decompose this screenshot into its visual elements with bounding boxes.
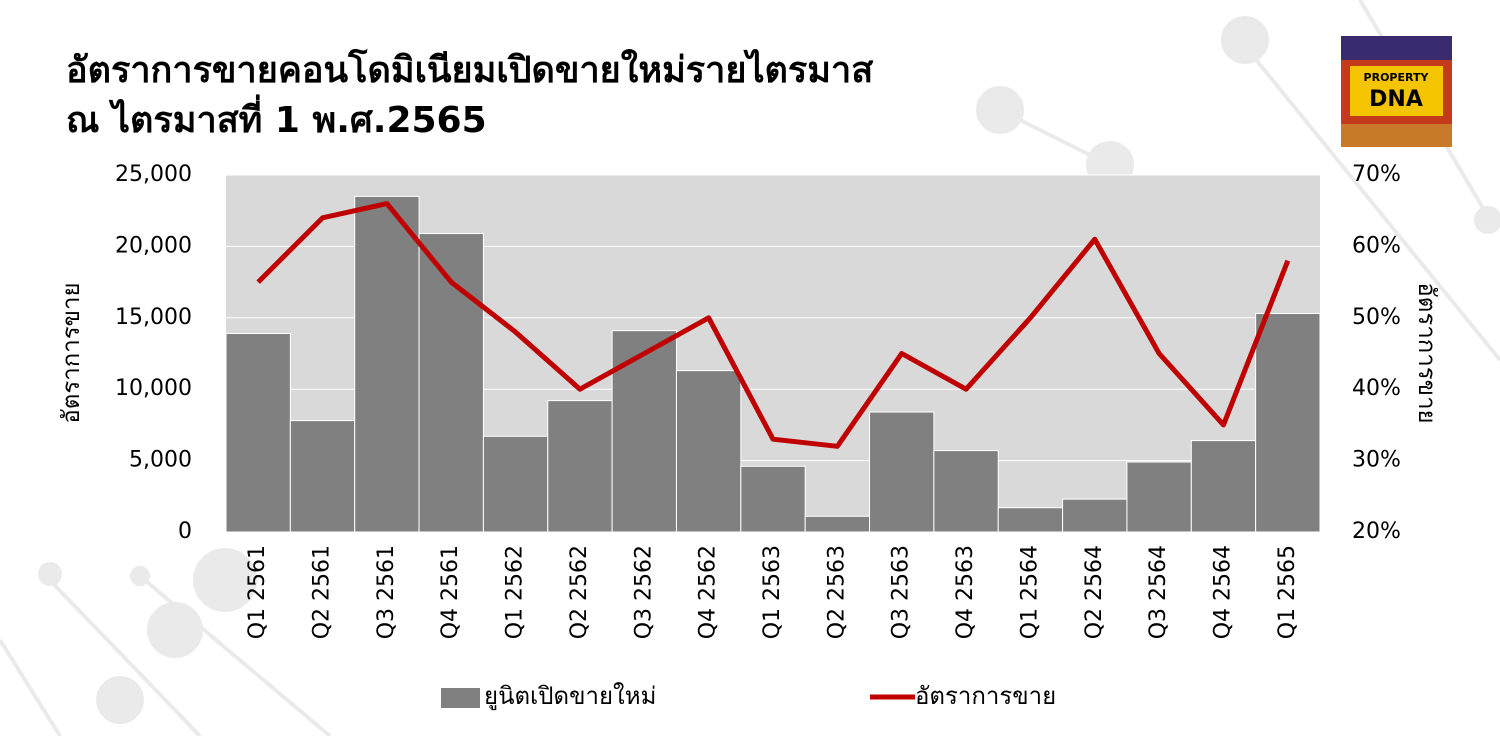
bar: [933, 450, 999, 533]
x-tick-label: Q2 2561: [310, 545, 335, 639]
logo-text: DNA: [1369, 87, 1423, 112]
y-tick-label: 0: [178, 519, 192, 544]
bar: [482, 435, 549, 533]
bar: [1062, 498, 1128, 533]
y-tick-label: 5,000: [129, 448, 192, 473]
logo-plate: [1350, 66, 1443, 116]
bar: [1126, 461, 1192, 533]
line: [256, 201, 1291, 449]
bar: [1255, 313, 1321, 533]
bar: [547, 400, 613, 533]
y2-tick-label: 70%: [1352, 162, 1401, 187]
x-tick-label: Q2 2564: [1082, 545, 1107, 639]
x-tick-label: Q4 2561: [438, 545, 463, 639]
x-tick-label: Q3 2561: [374, 545, 399, 639]
bar: [225, 333, 291, 533]
x-tick-label: Q4 2563: [953, 545, 978, 639]
bar: [1190, 440, 1257, 533]
y2-tick-label: 30%: [1352, 448, 1401, 473]
logo-band: [1341, 124, 1452, 147]
x-tick-label: Q3 2563: [889, 545, 914, 639]
y-tick-label: 10,000: [115, 376, 192, 401]
x-tick-label: Q2 2562: [567, 545, 592, 639]
logo: PROPERTY DNA: [1341, 36, 1452, 147]
y2-tick-label: 40%: [1352, 376, 1401, 401]
x-tick-label: Q2 2563: [824, 545, 849, 639]
bar: [611, 330, 677, 533]
bar: [740, 465, 806, 533]
chart-subtitle: ณ ไตรมาสที่ 1 พ.ศ.2565: [66, 94, 487, 141]
legend-label: ยูนิตเปิดขายใหม่: [484, 682, 656, 711]
y-tick-label: 25,000: [115, 162, 192, 187]
x-tick-label: Q3 2564: [1146, 545, 1171, 639]
y2-tick-label: 50%: [1352, 305, 1401, 330]
x-tick-label: Q4 2564: [1210, 545, 1235, 639]
x-tick-label: Q3 2562: [631, 545, 656, 639]
bar: [997, 507, 1064, 533]
x-tick-label: Q1 2562: [503, 545, 528, 639]
y-axis-title: อัตราการขาย: [57, 282, 85, 423]
y2-tick-label: 20%: [1352, 519, 1401, 544]
legend-swatch: [441, 688, 480, 708]
y2-axis-title: อัตราการขาย: [1413, 282, 1441, 423]
y-tick-label: 15,000: [115, 305, 192, 330]
y-tick-label: 20,000: [115, 233, 192, 258]
logo-text: PROPERTY: [1364, 71, 1430, 84]
bar: [869, 411, 935, 533]
x-tick-label: Q1 2565: [1275, 545, 1300, 639]
chart-title: อัตราการขายคอนโดมิเนียมเปิดขายใหม่รายไตร…: [66, 48, 873, 91]
x-tick-label: Q1 2563: [760, 545, 785, 639]
bar: [354, 195, 420, 533]
legend-label: อัตราการขาย: [915, 682, 1056, 710]
bar: [289, 420, 356, 533]
bar: [675, 370, 742, 533]
bar: [804, 515, 871, 533]
y2-tick-label: 60%: [1352, 233, 1401, 258]
x-tick-label: Q1 2564: [1017, 545, 1042, 639]
logo-band: [1341, 36, 1452, 60]
x-tick-label: Q4 2562: [696, 545, 721, 639]
x-tick-label: Q1 2561: [245, 545, 270, 639]
